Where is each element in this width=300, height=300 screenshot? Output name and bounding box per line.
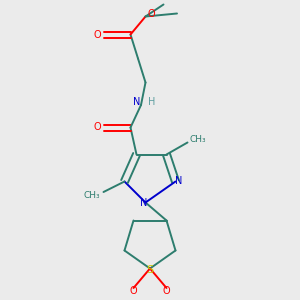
Text: O: O xyxy=(94,122,101,133)
Text: N: N xyxy=(175,176,182,187)
Text: N: N xyxy=(140,197,148,208)
Text: N: N xyxy=(133,97,140,107)
Text: H: H xyxy=(148,97,155,107)
Text: O: O xyxy=(163,286,170,296)
Text: O: O xyxy=(94,29,101,40)
Text: O: O xyxy=(130,286,137,296)
Text: CH₃: CH₃ xyxy=(83,190,100,200)
Text: S: S xyxy=(146,265,154,275)
Text: O: O xyxy=(148,8,155,19)
Text: CH₃: CH₃ xyxy=(190,135,206,144)
